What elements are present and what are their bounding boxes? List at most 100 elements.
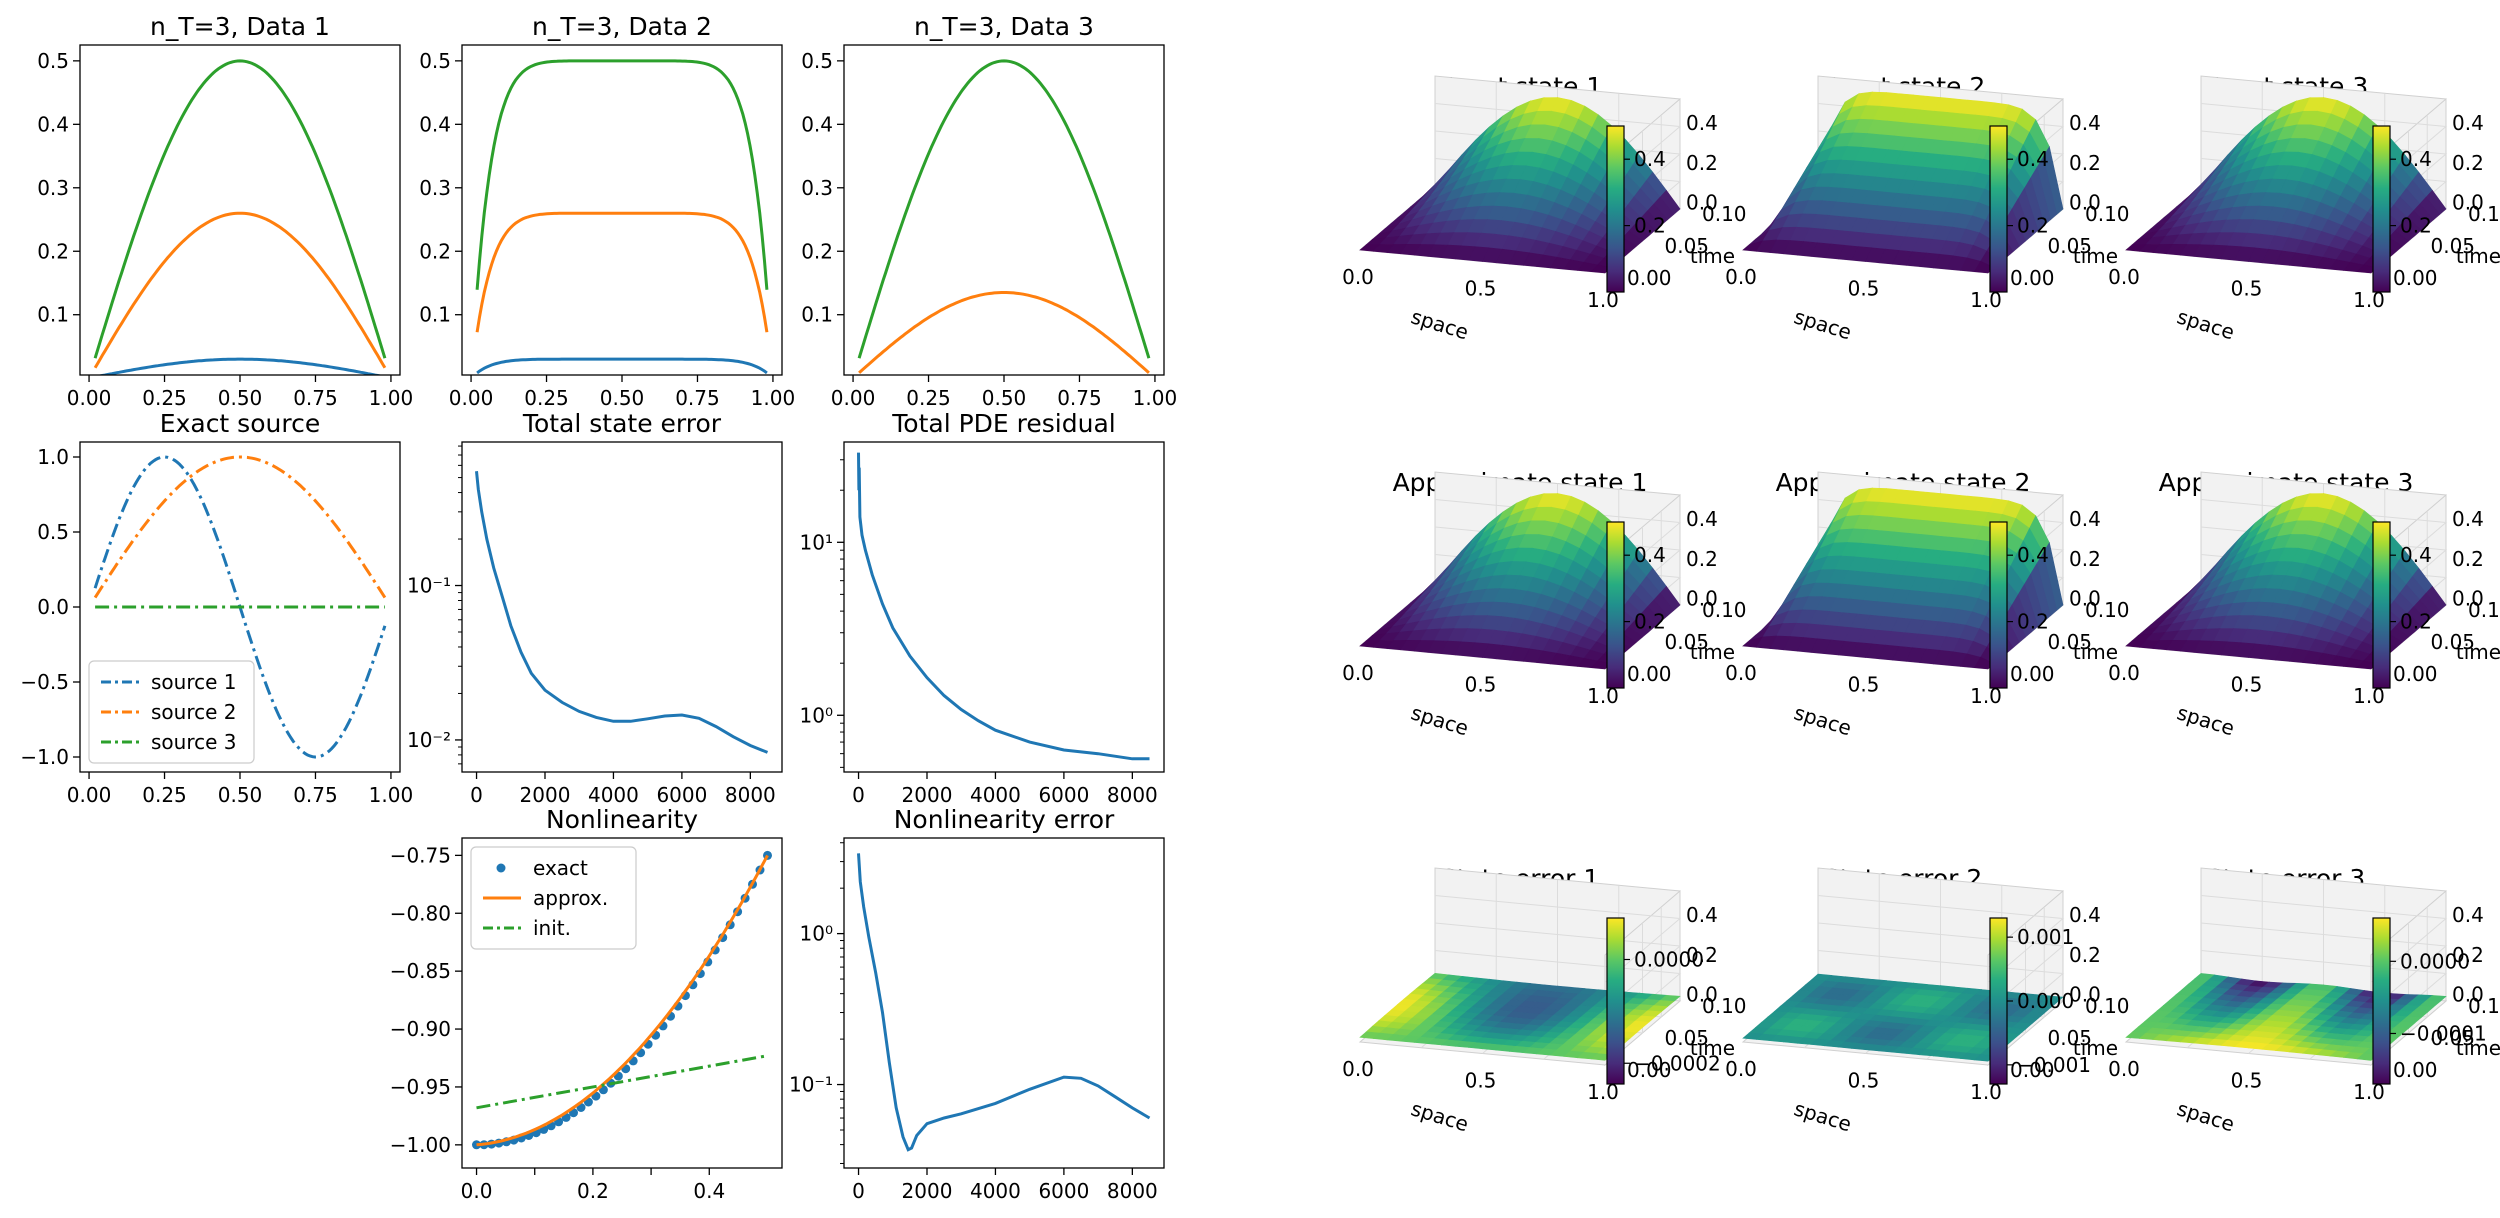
- series-line-error: [475, 471, 769, 754]
- surface-approx2: Approximate state 20.00.51.0space0.000.0…: [1725, 468, 2129, 740]
- time-tick-label: 0.05: [2431, 234, 2476, 258]
- y-tick-label: 10⁻¹: [407, 574, 451, 598]
- time-tick-label: 0.10: [1702, 994, 1747, 1018]
- legend-label: source 1: [151, 670, 237, 694]
- time-tick-label: 0.10: [2468, 994, 2500, 1018]
- z-tick-label: 0.4: [2069, 111, 2101, 135]
- axes-frame: [79, 44, 401, 376]
- legend-label: source 3: [151, 730, 237, 754]
- y-tick-label: 10¹: [800, 530, 833, 554]
- legend-label: init.: [533, 916, 571, 940]
- x-tick-label: 1.00: [369, 386, 414, 410]
- x-tick-label: 2000: [902, 783, 953, 807]
- z-tick-label: 0.0: [1686, 982, 1718, 1006]
- space-tick-label: 0.5: [1465, 1069, 1497, 1093]
- chart-title: n_T=3, Data 1: [150, 12, 330, 41]
- y-tick-label: 0.5: [419, 49, 451, 73]
- chart-title: n_T=3, Data 2: [532, 12, 712, 41]
- colorbar: 0.2 0.4: [1989, 125, 2049, 293]
- space-tick-label: 0.5: [2231, 277, 2263, 301]
- space-axis-label: space: [1791, 1096, 1854, 1136]
- z-tick-label: 0.0: [2069, 586, 2101, 610]
- series-line-t3: [857, 59, 1151, 359]
- y-tick-label: −0.85: [390, 959, 451, 983]
- colorbar-tick-label: 0.4: [2400, 147, 2432, 171]
- z-tick-label: 0.0: [2452, 586, 2484, 610]
- surface-err2: State error 20.00.51.0space0.000.050.10t…: [1725, 864, 2129, 1136]
- colorbar-tick-label: 0.000: [2017, 989, 2074, 1013]
- colorbar-tick-label: 0.2: [2400, 610, 2432, 634]
- grid-line: [1434, 895, 1682, 983]
- x-tick-label: 2000: [520, 783, 571, 807]
- colorbar-bar: [2372, 521, 2391, 689]
- colorbar-tick-label: 0.2: [2400, 214, 2432, 238]
- legend-box: [470, 846, 637, 950]
- space-tick-label: 0.0: [1725, 1057, 1757, 1081]
- series-line-residual: [857, 452, 1150, 761]
- y-tick-label: 0.1: [419, 303, 451, 327]
- z-tick-label: 0.2: [2069, 547, 2101, 571]
- space-axis-label: space: [1408, 700, 1471, 740]
- y-tick-label: 1.0: [37, 445, 69, 469]
- x-tick-label: 0.0: [461, 1179, 493, 1203]
- x-tick-label: 0.50: [218, 386, 263, 410]
- surface-exact2: Exact state 20.00.51.0space0.000.050.10t…: [1725, 72, 2129, 344]
- time-tick-label: 0.05: [2048, 1026, 2093, 1050]
- z-tick-label: 0.0: [1686, 586, 1718, 610]
- x-tick-label: 0.00: [67, 783, 112, 807]
- y-tick-label: 0.3: [37, 176, 69, 200]
- time-axis-label: time: [1690, 640, 1735, 664]
- y-tick-label: 0.1: [801, 303, 833, 327]
- series-line-approx: [476, 854, 769, 1147]
- surface-exact1: Exact state 10.00.51.0space0.000.050.10t…: [1342, 72, 1746, 344]
- y-tick-label: 0.1: [37, 303, 69, 327]
- surface-mesh: [1359, 972, 1681, 1061]
- colorbar-bar: [1989, 521, 2008, 689]
- y-tick-label: 0.0: [37, 595, 69, 619]
- colorbar-tick-label: 0.4: [2017, 147, 2049, 171]
- surface-exact3: Exact state 30.00.51.0space0.000.050.10t…: [2108, 72, 2500, 344]
- time-tick-label: 0.10: [1702, 598, 1747, 622]
- plot-area: [475, 471, 769, 754]
- x-tick-label: 0.75: [293, 386, 338, 410]
- series-line-t1: [476, 357, 768, 375]
- z-tick-label: 0.4: [2452, 507, 2484, 531]
- colorbar-bar: [1989, 125, 2008, 293]
- chart-title: Nonlinearity error: [894, 805, 1115, 834]
- space-tick-label: 0.5: [1848, 1069, 1880, 1093]
- x-tick-label: 0.00: [67, 386, 112, 410]
- series-line-t2: [93, 211, 387, 369]
- x-tick-label: 0.75: [675, 386, 720, 410]
- z-tick-label: 0.0: [1686, 190, 1718, 214]
- surface-mesh: [1742, 487, 2064, 670]
- x-tick-label: 8000: [1107, 1179, 1158, 1203]
- z-tick-label: 0.4: [1686, 111, 1718, 135]
- chart-title: Total state error: [522, 409, 722, 438]
- legend-marker: [496, 863, 506, 873]
- chart-title: Nonlinearity: [546, 805, 698, 834]
- colorbar-bar: [1606, 521, 1625, 689]
- colorbar: 0.2 0.4: [1606, 521, 1666, 689]
- chart-source: Exact source 0.00 0.25 0.50 0.75 1.00 −1.0 −0.5…: [20, 409, 413, 807]
- time-tick-label: 0.05: [1665, 630, 1710, 654]
- plot-area: [475, 59, 769, 375]
- space-tick-label: 0.0: [2108, 265, 2140, 289]
- colorbar-tick-label: 0.4: [1634, 147, 1666, 171]
- x-tick-label: 4000: [970, 1179, 1021, 1203]
- y-tick-label: 0.2: [37, 239, 69, 263]
- axes-frame: [843, 837, 1165, 1169]
- plot-area: [857, 452, 1150, 761]
- colorbar: 0.2 0.4: [1989, 521, 2049, 689]
- x-tick-label: 0: [852, 783, 865, 807]
- x-tick-label: 2000: [902, 1179, 953, 1203]
- x-tick-label: 0.50: [600, 386, 645, 410]
- colorbar: 0.001 0.000 −0.001: [1989, 917, 2091, 1085]
- grid-line: [1817, 895, 2065, 983]
- z-tick-label: 0.2: [2069, 151, 2101, 175]
- surface-mesh: [1742, 973, 2064, 1062]
- z-tick-label: 0.0: [2069, 190, 2101, 214]
